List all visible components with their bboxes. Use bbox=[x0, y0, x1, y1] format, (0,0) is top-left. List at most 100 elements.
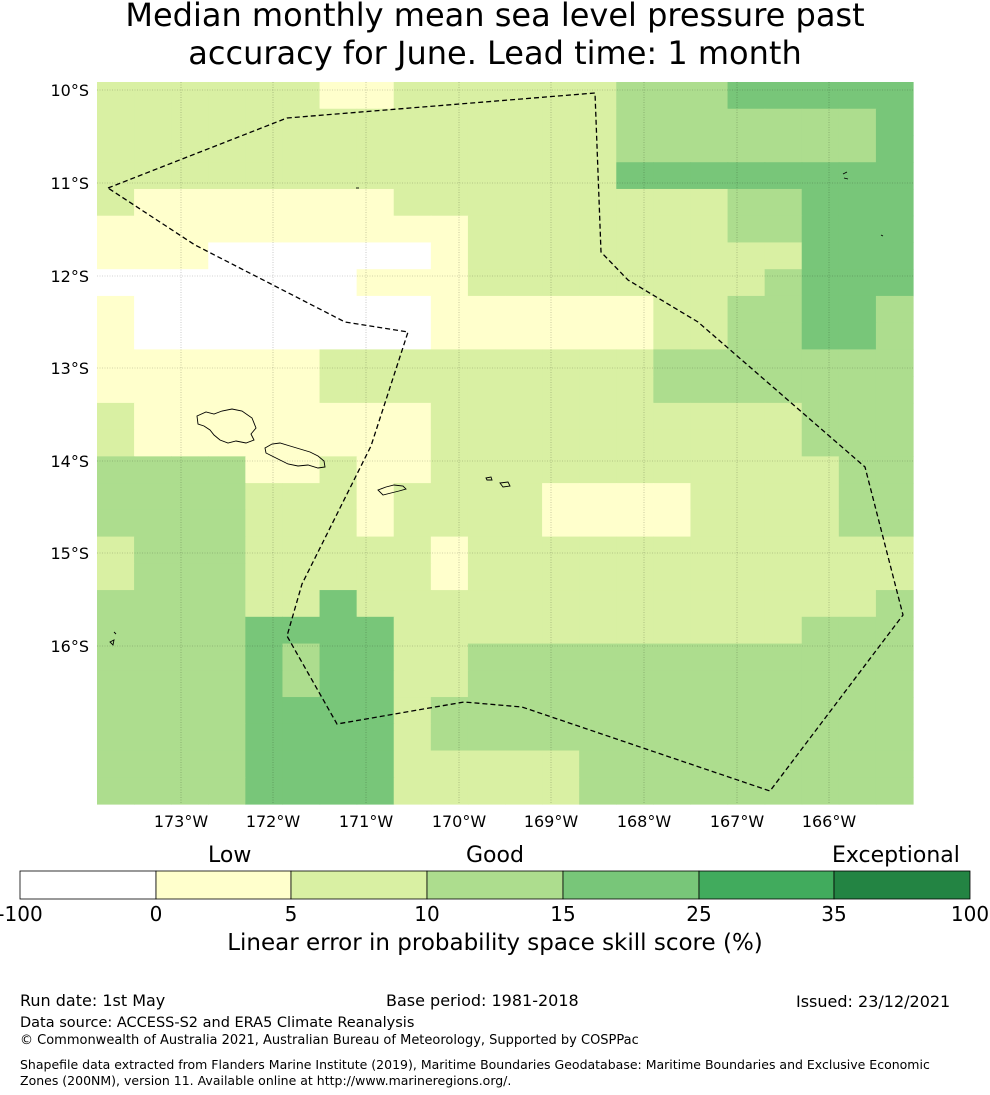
grid-cell bbox=[727, 483, 766, 511]
grid-cell bbox=[134, 349, 172, 377]
grid-cell bbox=[579, 82, 617, 110]
grid-cell bbox=[653, 483, 692, 511]
grid-cell bbox=[727, 563, 766, 591]
grid-cell bbox=[134, 82, 172, 110]
upolu-island bbox=[264, 442, 326, 469]
grid-cell bbox=[97, 750, 135, 778]
grid-cell bbox=[801, 376, 840, 404]
grid-cell bbox=[319, 269, 358, 297]
grid-cell bbox=[208, 295, 246, 324]
grid-cell bbox=[319, 483, 358, 511]
grid-cell bbox=[97, 82, 135, 110]
grid-cell bbox=[801, 670, 840, 698]
grid-cell bbox=[579, 322, 617, 351]
grid-cell bbox=[727, 135, 766, 163]
grid-cell bbox=[579, 376, 617, 404]
grid-cell bbox=[542, 322, 580, 351]
grid-cell bbox=[875, 590, 914, 618]
grid-cell bbox=[97, 643, 135, 671]
grid-cell bbox=[801, 723, 840, 752]
grid-cell bbox=[171, 376, 209, 404]
grid-cell bbox=[616, 777, 654, 805]
grid-cell bbox=[282, 135, 321, 163]
grid-cell bbox=[430, 563, 469, 591]
grid-cell bbox=[245, 402, 284, 431]
grid-cell bbox=[97, 376, 135, 404]
grid-cell bbox=[356, 777, 395, 805]
grid-cell bbox=[764, 429, 803, 457]
grid-cell bbox=[245, 536, 284, 564]
grid-cell bbox=[690, 215, 729, 244]
grid-cell bbox=[208, 215, 246, 244]
grid-cell bbox=[690, 750, 729, 778]
grid-cell bbox=[282, 777, 321, 805]
grid-cell bbox=[764, 135, 803, 163]
grid-cell bbox=[875, 135, 914, 163]
grid-cell bbox=[134, 750, 172, 778]
grid-cell bbox=[875, 322, 914, 351]
grid-cell bbox=[282, 456, 321, 484]
grid-cell bbox=[134, 456, 172, 484]
grid-cell bbox=[616, 750, 654, 778]
grid-cell bbox=[579, 563, 617, 591]
grid-cell bbox=[542, 590, 580, 618]
grid-cell bbox=[97, 402, 135, 431]
grid-cell bbox=[579, 697, 617, 725]
grid-cell bbox=[356, 456, 395, 484]
grid-cell bbox=[764, 697, 803, 725]
grid-cell bbox=[801, 483, 840, 511]
grid-cell bbox=[690, 295, 729, 324]
grid-cell bbox=[393, 483, 432, 511]
colorbar-tick: 0 bbox=[149, 902, 163, 926]
colorbar-segment bbox=[19, 870, 157, 900]
longitude-label: 173°W bbox=[154, 812, 209, 831]
grid-cell bbox=[171, 242, 209, 270]
grid-cell bbox=[208, 777, 246, 805]
eez-boundary bbox=[106, 92, 904, 792]
grid-cell bbox=[690, 429, 729, 457]
grid-cell bbox=[467, 750, 506, 778]
grid-cell bbox=[653, 82, 692, 110]
small-island-c bbox=[880, 234, 884, 237]
grid-cell bbox=[467, 723, 506, 752]
grid-cell bbox=[542, 536, 580, 564]
grid-cell bbox=[616, 322, 654, 351]
grid-cell bbox=[764, 723, 803, 752]
grid-cell bbox=[653, 376, 692, 404]
grid-cell bbox=[542, 750, 580, 778]
title-line-1: Median monthly mean sea level pressure p… bbox=[125, 0, 865, 34]
grid-cell bbox=[875, 188, 914, 217]
grid-cell bbox=[356, 108, 395, 137]
grid-cell bbox=[208, 536, 246, 564]
grid-cell bbox=[97, 563, 135, 591]
grid-cell bbox=[653, 456, 692, 484]
grid-cell bbox=[319, 188, 358, 217]
grid-cell bbox=[430, 188, 469, 217]
grid-cell bbox=[690, 82, 729, 110]
grid-cell bbox=[764, 215, 803, 244]
grid-cell bbox=[319, 777, 358, 805]
grid-cell bbox=[801, 429, 840, 457]
grid-cell bbox=[727, 322, 766, 351]
grid-cell bbox=[653, 162, 692, 190]
grid-cell bbox=[801, 750, 840, 778]
grid-cell bbox=[801, 456, 840, 484]
grid-cell bbox=[282, 402, 321, 431]
grid-cell bbox=[542, 162, 580, 190]
grid-cell bbox=[430, 135, 469, 163]
grid-cell bbox=[542, 509, 580, 538]
grid-cell bbox=[801, 563, 840, 591]
grid-cell bbox=[875, 643, 914, 671]
grid-cell bbox=[875, 670, 914, 698]
grid-cell bbox=[838, 402, 877, 431]
grid-cell bbox=[134, 616, 172, 645]
grid-cell bbox=[727, 456, 766, 484]
grid-cell bbox=[875, 402, 914, 431]
manua-island-b bbox=[499, 481, 511, 488]
grid-cell bbox=[801, 82, 840, 110]
grid-cell bbox=[393, 777, 432, 805]
grid-cell bbox=[97, 349, 135, 377]
grid-cell bbox=[245, 750, 284, 778]
grid-cell bbox=[208, 269, 246, 297]
grid-cell bbox=[134, 402, 172, 431]
